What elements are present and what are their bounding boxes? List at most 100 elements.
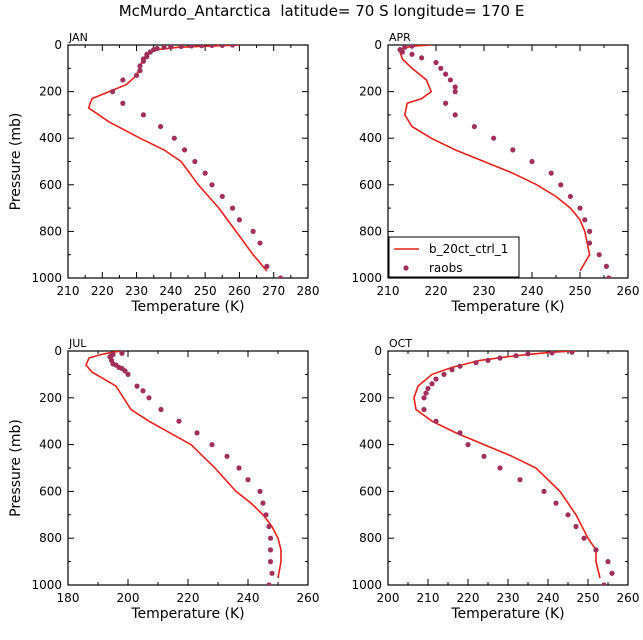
raob-point — [277, 275, 284, 278]
raob-point — [188, 45, 195, 49]
raob-point — [441, 371, 447, 377]
y-tick-label: 1000 — [351, 578, 382, 592]
x-tick-label: 220 — [177, 591, 200, 605]
plot-area — [87, 45, 284, 278]
raob-point — [125, 371, 131, 377]
model-profile-line — [399, 45, 591, 272]
plot-area — [397, 45, 612, 278]
raob-point — [419, 55, 425, 61]
x-tick-label: 200 — [377, 591, 400, 605]
x-tick-label: 220 — [457, 591, 480, 605]
raob-point — [120, 77, 126, 83]
panel-jan: 210 220 230 240 250 260 270 280 0 200 400 600 800 100… — [8, 31, 319, 315]
x-tick-label: 270 — [262, 284, 285, 298]
y-tick-label: 800 — [359, 224, 382, 238]
raob-point — [133, 72, 140, 78]
raob-point — [565, 512, 571, 518]
raob-point — [236, 465, 242, 471]
raob-point — [140, 112, 147, 118]
raob-point — [269, 570, 275, 576]
raob-point — [553, 500, 559, 506]
raob-point — [473, 360, 479, 366]
raob-point — [219, 45, 225, 48]
x-tick-label: 240 — [521, 284, 544, 298]
raob-point — [558, 182, 564, 188]
y-tick-label: 0 — [374, 38, 382, 52]
raob-point — [481, 453, 487, 459]
raob-point — [513, 353, 519, 359]
raob-point — [541, 488, 547, 494]
panel-oct: 200 210 220 230 240 250 260 0 200 400 600 800 1000 Te… — [351, 337, 639, 622]
x-tick-label: 260 — [297, 591, 320, 605]
x-tick-label: 200 — [117, 591, 140, 605]
raob-point — [209, 182, 215, 188]
raob-point — [264, 263, 270, 269]
y-tick-label: 200 — [39, 391, 62, 405]
x-tick-label: 220 — [91, 284, 114, 298]
raob-point — [449, 367, 455, 373]
x-tick-label: 240 — [537, 591, 560, 605]
raob-point — [525, 351, 531, 357]
raob-point — [120, 100, 126, 106]
raob-point — [140, 388, 146, 394]
raob-point — [171, 135, 177, 141]
panel-jul: 180 200 220 240 260 0 200 400 600 800 1000 Temperat… — [8, 337, 319, 622]
raob-point — [510, 147, 516, 153]
raob-point — [257, 240, 263, 246]
y-tick-label: 200 — [359, 391, 382, 405]
raob-point — [181, 147, 188, 153]
y-tick-label: 1000 — [351, 271, 382, 285]
raob-point — [134, 383, 140, 389]
y-tick-label: 400 — [39, 131, 62, 145]
x-tick-label: 260 — [617, 591, 640, 605]
legend-dot-swatch — [403, 265, 409, 271]
raob-point — [161, 45, 167, 50]
x-tick-label: 240 — [159, 284, 182, 298]
raob-point — [447, 77, 453, 83]
raob-point — [263, 512, 269, 518]
legend-box — [388, 236, 520, 278]
raob-point — [257, 488, 263, 494]
y-tick-label: 0 — [54, 344, 62, 358]
plot-area — [413, 351, 615, 585]
y-tick-label: 600 — [359, 484, 382, 498]
y-tick-label: 600 — [39, 484, 62, 498]
raob-point — [438, 65, 444, 71]
plot-frame — [387, 350, 629, 586]
model-profile-line — [87, 45, 268, 272]
raob-point — [457, 430, 463, 436]
raob-point — [202, 170, 208, 176]
model-profile-line — [85, 351, 282, 579]
raob-point — [603, 263, 610, 269]
x-tick-label: 210 — [417, 591, 440, 605]
raob-point — [423, 390, 429, 396]
raob-point — [209, 442, 215, 448]
x-tick-label: 180 — [57, 591, 80, 605]
raob-point — [421, 406, 427, 413]
raob-point — [245, 477, 251, 483]
y-tick-label: 0 — [374, 344, 382, 358]
raob-point — [397, 47, 403, 53]
y-axis-label: Pressure (mb) — [8, 419, 24, 517]
raob-point — [409, 51, 415, 57]
x-tick-label: 230 — [473, 284, 496, 298]
raob-point — [433, 59, 439, 66]
raob-point — [146, 395, 152, 401]
raob-point — [266, 523, 272, 530]
y-tick-label: 200 — [359, 85, 382, 99]
raob-point — [209, 45, 215, 49]
raob-point — [154, 45, 160, 52]
raob-point — [402, 45, 408, 50]
raob-point — [224, 453, 230, 459]
legend-entry-obs: raobs — [429, 261, 463, 275]
raob-point — [178, 45, 184, 49]
model-profile-line — [413, 351, 601, 579]
raob-point — [491, 135, 497, 141]
raob-point — [549, 351, 555, 356]
raob-point — [587, 240, 593, 246]
raob-point — [606, 275, 612, 278]
plot-area — [85, 351, 282, 585]
raob-point — [109, 89, 116, 95]
raob-point — [421, 395, 427, 401]
